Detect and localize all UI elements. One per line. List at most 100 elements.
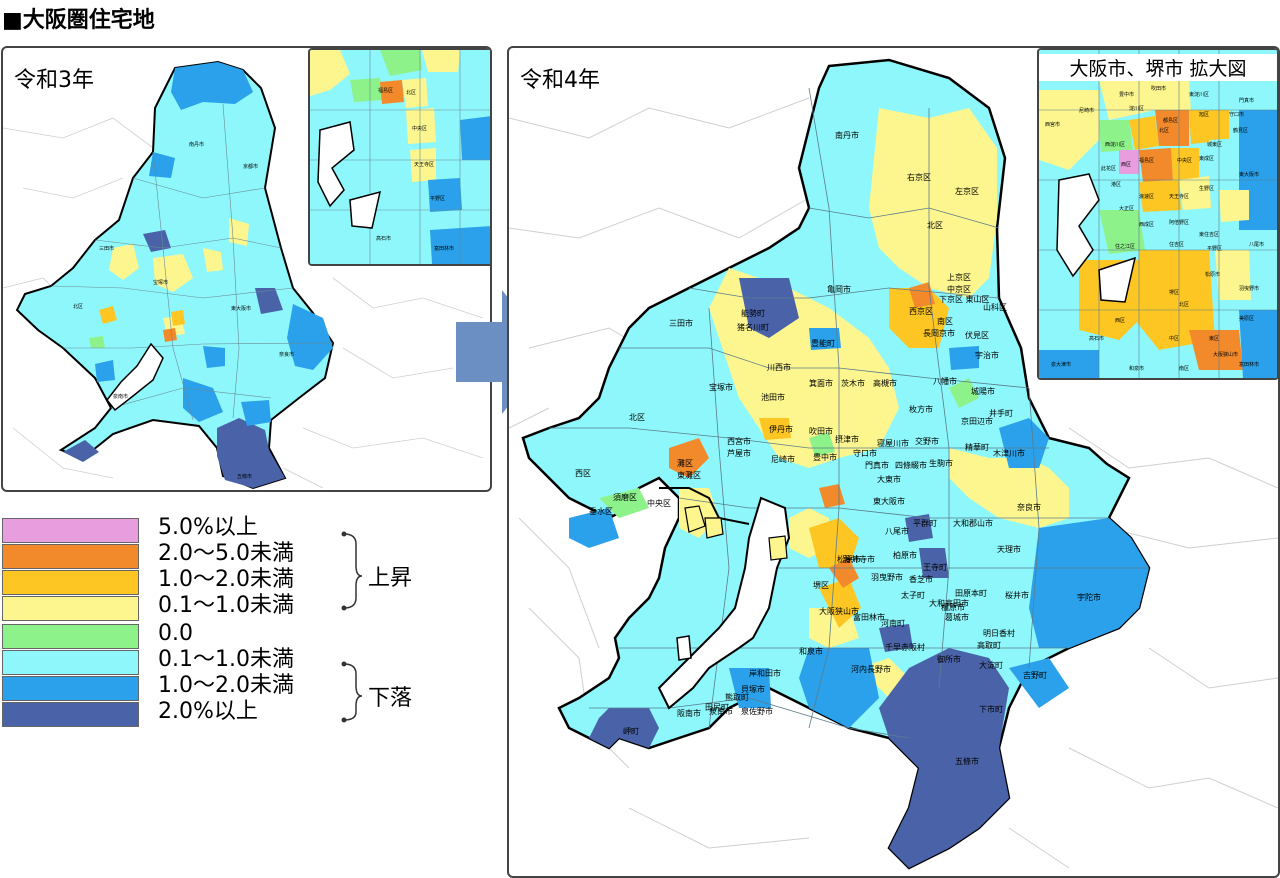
- svg-text:西京区: 西京区: [909, 306, 933, 316]
- svg-text:豊中市: 豊中市: [813, 452, 837, 462]
- svg-text:井手町: 井手町: [989, 408, 1013, 418]
- svg-text:羽曳野市: 羽曳野市: [1239, 285, 1259, 292]
- svg-text:和泉市: 和泉市: [1129, 365, 1144, 372]
- svg-text:吉野町: 吉野町: [1023, 671, 1047, 680]
- svg-text:東大阪市: 東大阪市: [873, 496, 905, 506]
- svg-text:長岡京市: 長岡京市: [923, 328, 955, 338]
- transition-arrow-icon: [456, 290, 550, 414]
- svg-text:富田林市: 富田林市: [434, 245, 454, 252]
- map-r4: 南丹市右京区左京区 北区上京区中京区 下京区 東山区山科区西京区 南区長岡京市伏…: [509, 58, 1278, 870]
- svg-text:南区: 南区: [937, 316, 953, 326]
- svg-text:八尾市: 八尾市: [885, 526, 909, 536]
- svg-text:灘区: 灘区: [677, 458, 693, 468]
- svg-text:池田市: 池田市: [761, 392, 785, 402]
- svg-text:西成区: 西成区: [1139, 221, 1154, 228]
- svg-text:京田辺市: 京田辺市: [961, 416, 993, 426]
- svg-text:城陽市: 城陽市: [971, 386, 995, 396]
- svg-text:城東区: 城東区: [1207, 141, 1222, 148]
- svg-text:中央区: 中央区: [1177, 157, 1192, 164]
- svg-text:藤井寺市: 藤井寺市: [843, 554, 875, 564]
- legend-label: 1.0～2.0未満: [158, 673, 294, 698]
- svg-text:堺区: 堺区: [813, 580, 829, 590]
- svg-text:西区: 西区: [575, 469, 591, 478]
- panel-label-r4: 令和4年: [517, 62, 603, 94]
- svg-text:左京区: 左京区: [955, 186, 979, 196]
- svg-text:山科区: 山科区: [983, 302, 1007, 312]
- svg-text:上京区: 上京区: [947, 272, 971, 282]
- svg-text:高石市: 高石市: [376, 235, 391, 242]
- svg-text:摂津市: 摂津市: [835, 434, 859, 444]
- svg-text:尼崎市: 尼崎市: [1079, 107, 1094, 114]
- svg-text:芦屋市: 芦屋市: [727, 448, 751, 458]
- svg-text:宝塚市: 宝塚市: [709, 382, 733, 392]
- svg-text:東大阪市: 東大阪市: [231, 305, 251, 312]
- legend-swatch: [2, 596, 139, 621]
- svg-text:伊丹市: 伊丹市: [769, 424, 793, 434]
- svg-text:住吉区: 住吉区: [1169, 241, 1184, 248]
- svg-text:高槻市: 高槻市: [873, 378, 897, 388]
- svg-text:香芝市: 香芝市: [909, 574, 933, 584]
- svg-text:右京区: 右京区: [907, 172, 931, 182]
- svg-text:奈良市: 奈良市: [1017, 502, 1041, 512]
- svg-text:貝塚市: 貝塚市: [741, 684, 765, 694]
- svg-text:東区: 東区: [1209, 335, 1219, 342]
- legend-swatch: [2, 518, 139, 543]
- svg-text:淀川区: 淀川区: [1129, 105, 1144, 112]
- svg-text:美原区: 美原区: [1239, 315, 1254, 322]
- svg-text:王寺町: 王寺町: [923, 563, 947, 572]
- page-title: ■大阪圏住宅地: [2, 8, 155, 33]
- svg-text:北区: 北区: [927, 221, 943, 230]
- svg-text:北区: 北区: [1179, 301, 1189, 308]
- svg-text:高石市: 高石市: [1089, 335, 1104, 342]
- svg-text:浪速区: 浪速区: [1139, 193, 1154, 200]
- svg-text:宝塚市: 宝塚市: [153, 279, 168, 286]
- svg-text:五條市: 五條市: [237, 473, 252, 480]
- svg-text:三田市: 三田市: [99, 245, 114, 252]
- svg-text:豊中市: 豊中市: [1119, 91, 1134, 98]
- svg-text:大正区: 大正区: [1119, 205, 1134, 212]
- svg-text:八尾市: 八尾市: [1249, 241, 1264, 248]
- svg-text:此花区: 此花区: [1101, 165, 1116, 172]
- svg-text:茨木市: 茨木市: [841, 378, 865, 388]
- svg-text:柏原市: 柏原市: [893, 550, 917, 560]
- svg-text:垂水区: 垂水区: [589, 506, 613, 516]
- svg-text:東淀川区: 東淀川区: [1189, 91, 1209, 98]
- svg-text:河内長野市: 河内長野市: [851, 664, 891, 674]
- svg-text:寝屋川市: 寝屋川市: [877, 438, 909, 448]
- legend-label: 0.0: [158, 621, 193, 646]
- svg-text:岸和田市: 岸和田市: [749, 668, 781, 678]
- svg-text:伏見区: 伏見区: [965, 330, 989, 340]
- svg-text:南丹市: 南丹市: [835, 130, 859, 140]
- inset-map-r4: 吹田市 豊中市 東淀川区 門真市 尼崎市 淀川区 旭区 守口市 西宮市 西淀川区 北区 都島区 …: [1037, 48, 1278, 380]
- svg-text:東成区: 東成区: [1199, 155, 1214, 162]
- legend-label: 0.1～1.0未満: [158, 647, 294, 672]
- svg-text:川西市: 川西市: [767, 362, 791, 372]
- svg-text:守口市: 守口市: [1229, 111, 1244, 118]
- svg-text:天理市: 天理市: [997, 544, 1021, 554]
- svg-text:葛城市: 葛城市: [945, 612, 969, 622]
- svg-text:熊取町: 熊取町: [725, 692, 749, 702]
- svg-text:松原市: 松原市: [837, 554, 861, 564]
- svg-text:南区: 南区: [1179, 365, 1189, 372]
- svg-text:鶴見区: 鶴見区: [1233, 127, 1248, 134]
- svg-text:精華町: 精華町: [965, 442, 989, 452]
- svg-text:尼崎市: 尼崎市: [771, 454, 795, 464]
- svg-text:和泉市: 和泉市: [799, 646, 823, 656]
- svg-text:守口市: 守口市: [853, 448, 877, 458]
- legend-swatch: [2, 650, 139, 675]
- svg-text:五條市: 五條市: [955, 756, 979, 766]
- legend-group-down: 下落: [368, 686, 413, 711]
- svg-text:阪南市: 阪南市: [677, 708, 701, 718]
- svg-text:宇陀市: 宇陀市: [1077, 592, 1101, 602]
- svg-text:京都市: 京都市: [243, 163, 258, 170]
- svg-text:平野区: 平野区: [430, 195, 445, 202]
- inset-title: 大阪市、堺市 拡大図: [1039, 54, 1277, 81]
- legend-brackets: [341, 531, 363, 723]
- legend-label: 2.0～5.0未満: [158, 541, 294, 566]
- svg-text:橿原市: 橿原市: [941, 602, 965, 612]
- svg-text:四條畷市: 四條畷市: [895, 460, 927, 470]
- svg-text:羽曳野市: 羽曳野市: [871, 572, 903, 582]
- svg-text:御所市: 御所市: [937, 654, 961, 664]
- svg-text:中京区: 中京区: [947, 284, 971, 294]
- legend-swatch: [2, 702, 139, 727]
